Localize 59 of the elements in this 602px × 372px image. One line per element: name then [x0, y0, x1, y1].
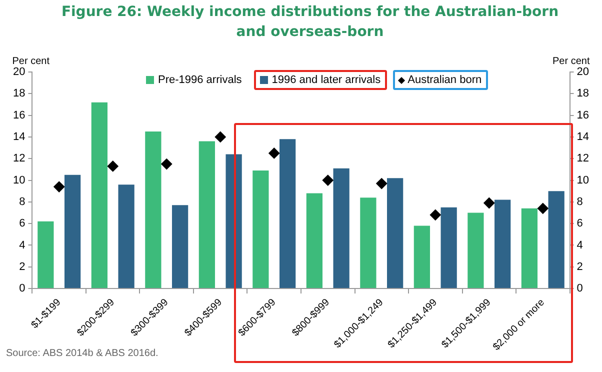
y2-tick-label: 2: [576, 260, 583, 273]
point: [322, 174, 334, 186]
point: [54, 181, 65, 192]
y2-tick-label: 20: [576, 66, 590, 78]
y2-tick-label: 16: [576, 109, 590, 122]
source-note: Source: ABS 2014b & ABS 2016d.: [6, 348, 158, 359]
y-tick-label: 2: [19, 260, 26, 273]
point: [484, 198, 495, 209]
bar: [548, 191, 564, 288]
point: [430, 209, 441, 220]
point: [161, 158, 172, 170]
bar: [145, 132, 162, 288]
y2-tick-label: 0: [576, 282, 583, 295]
y2-tick-label: 12: [576, 152, 590, 165]
legend-label: 1996 and later arrivals: [272, 74, 381, 86]
point: [268, 148, 280, 159]
bar: [360, 198, 376, 288]
point: [376, 178, 388, 190]
bar: [333, 168, 350, 288]
bar: [198, 141, 215, 288]
bar: [252, 170, 269, 288]
y-tick-label: 10: [12, 174, 26, 186]
y-axis-title: Per cent: [12, 56, 50, 67]
bar: [280, 139, 296, 288]
y-tick-label: 0: [19, 282, 26, 295]
bar: [414, 226, 430, 288]
point: [107, 160, 118, 172]
bar: [172, 205, 188, 288]
point: [214, 131, 226, 142]
legend-label: Pre-1996 arrivals: [158, 74, 242, 86]
legend-label: Australian born: [408, 74, 482, 86]
bar: [468, 212, 484, 288]
y-tick-label: 14: [12, 131, 26, 143]
y2-tick-label: 14: [576, 131, 590, 143]
y-tick-label: 18: [12, 88, 26, 100]
y2-tick-label: 4: [576, 239, 583, 252]
y-tick-label: 6: [19, 218, 26, 230]
bar: [306, 193, 322, 288]
y2-tick-label: 6: [576, 218, 583, 230]
y2-axis-title: Per cent: [552, 56, 590, 67]
y-tick-label: 4: [19, 239, 26, 252]
y-tick-label: 16: [12, 109, 26, 122]
bar: [118, 184, 134, 288]
bar: [64, 174, 81, 288]
bar: [494, 200, 511, 288]
y2-tick-label: 10: [576, 174, 590, 186]
point: [537, 202, 548, 214]
bar: [521, 208, 538, 288]
y2-tick-label: 8: [576, 196, 583, 208]
y-tick-label: 12: [12, 152, 26, 165]
bar: [387, 178, 404, 288]
bar: [440, 207, 457, 288]
y2-tick-label: 18: [576, 88, 590, 100]
bar: [91, 102, 108, 288]
bar: [38, 221, 54, 288]
bar: [226, 154, 242, 288]
y-tick-label: 8: [19, 196, 26, 208]
y-tick-label: 20: [12, 66, 26, 78]
chart-title: Figure 26: Weekly income distributions for the Australian-born and overseas-born: [60, 3, 560, 42]
